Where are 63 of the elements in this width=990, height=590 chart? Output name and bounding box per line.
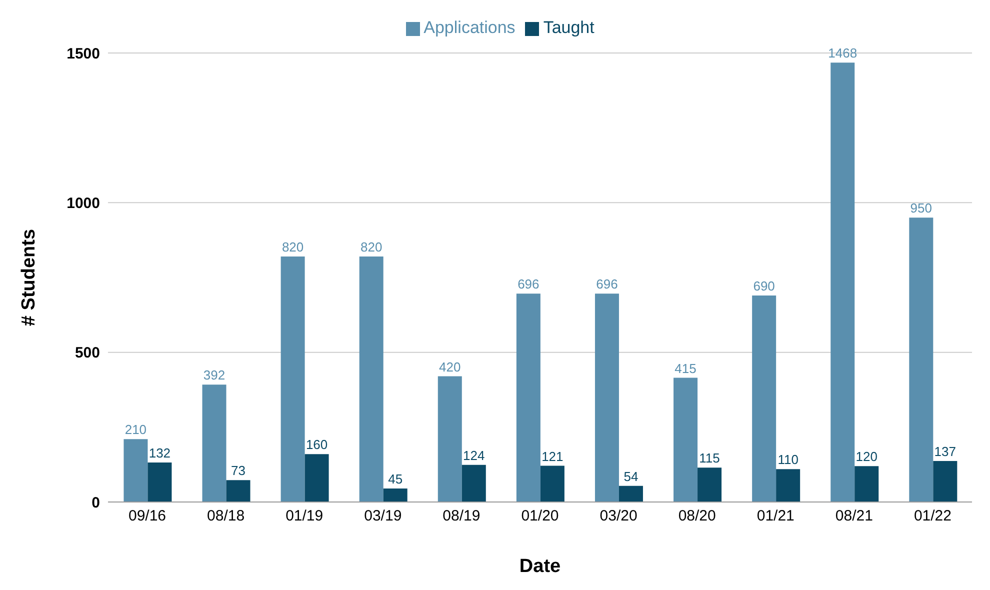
bar <box>618 486 643 502</box>
y-tick-label: 500 <box>74 344 100 362</box>
bar <box>830 62 855 502</box>
legend-label: Applications <box>424 18 516 37</box>
x-tick-label: 08/20 <box>678 508 716 525</box>
bar <box>933 460 958 502</box>
y-tick-label: 1500 <box>66 45 100 62</box>
bar <box>304 454 329 502</box>
bar <box>359 256 384 502</box>
bar <box>674 378 698 502</box>
data-label: 120 <box>856 449 878 464</box>
bar <box>148 462 172 502</box>
data-label: 696 <box>596 276 618 292</box>
data-label: 110 <box>778 452 798 468</box>
bar <box>438 376 462 502</box>
data-label: 392 <box>203 368 226 383</box>
x-tick-label: 03/20 <box>600 508 638 525</box>
data-label: 950 <box>910 200 932 216</box>
bar <box>202 384 226 502</box>
data-label: 690 <box>753 278 775 294</box>
x-axis-title: Date <box>519 556 561 577</box>
bar <box>776 469 800 502</box>
y-tick-label: 0 <box>92 494 100 512</box>
x-tick-label: 09/16 <box>128 508 166 525</box>
bar <box>516 294 540 502</box>
x-tick-label: 01/21 <box>756 508 794 525</box>
x-tick-label: 01/22 <box>914 508 952 525</box>
bar <box>698 468 722 502</box>
bar <box>594 294 619 502</box>
data-label: 45 <box>388 472 403 487</box>
bar <box>462 464 486 502</box>
bar <box>752 295 776 502</box>
data-label: 820 <box>360 240 382 255</box>
data-label: 115 <box>699 450 720 466</box>
data-label: 121 <box>542 448 564 464</box>
y-tick-label: 1000 <box>66 194 100 212</box>
bar <box>226 480 250 502</box>
data-label: 1468 <box>828 46 858 61</box>
bar <box>854 466 879 502</box>
bar <box>909 218 934 502</box>
x-tick-label: 08/18 <box>207 508 245 525</box>
legend-label: Taught <box>543 18 594 37</box>
x-tick-label: 03/19 <box>364 508 402 525</box>
data-label: 415 <box>674 360 696 376</box>
data-label: 160 <box>306 437 328 452</box>
data-label: 132 <box>148 445 171 460</box>
bar <box>280 256 305 502</box>
data-label: 210 <box>124 422 147 438</box>
data-label: 73 <box>231 463 246 478</box>
x-tick-label: 08/21 <box>835 508 873 525</box>
x-tick-label: 01/19 <box>286 508 324 525</box>
bar <box>383 488 408 502</box>
data-label: 420 <box>439 359 461 374</box>
data-label: 124 <box>463 448 485 463</box>
data-label: 137 <box>934 444 956 459</box>
x-tick-label: 01/20 <box>521 508 559 525</box>
data-label: 696 <box>518 276 540 292</box>
y-axis-title: # Students <box>18 228 40 326</box>
data-label: 54 <box>624 468 638 484</box>
bar <box>540 466 564 502</box>
data-label: 820 <box>282 240 304 255</box>
bar <box>124 439 148 502</box>
x-tick-label: 08/19 <box>442 508 480 525</box>
